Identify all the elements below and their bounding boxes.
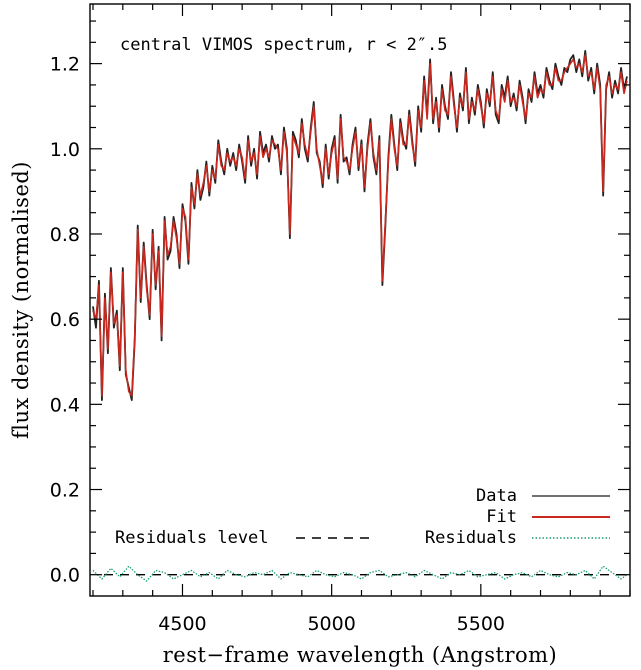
residuals-level-label: Residuals level: [115, 528, 269, 548]
series-line-fit: [92, 54, 628, 397]
x-tick-label: 5000: [307, 613, 355, 635]
y-tick-label: 1.2: [50, 54, 80, 76]
y-tick-label: 0.8: [50, 224, 80, 246]
x-tick-label: 4500: [158, 613, 206, 635]
y-tick-label: 0.6: [50, 309, 80, 331]
legend-label-residuals: Residuals: [425, 528, 517, 548]
y-tick-label: 0.0: [50, 565, 80, 587]
legend-label-data: Data: [476, 486, 517, 506]
legend-label-fit: Fit: [486, 507, 517, 527]
x-axis-title: rest−frame wavelength (Angstrom): [163, 643, 558, 667]
plot-frame: [89, 3, 631, 597]
legend: Data Fit Residuals Residuals level: [115, 486, 610, 548]
y-tick-label: 0.2: [50, 480, 80, 502]
y-tick-label: 0.4: [50, 394, 80, 416]
chart-title: central VIMOS spectrum, r < 2″.5: [120, 35, 448, 55]
plot-layer: [92, 49, 628, 582]
axis-layer: 4500 5000 5500 0.0 0.2 0.4 0.6 0.8 1.0 1.2: [50, 4, 631, 635]
x-tick-label: 5500: [457, 613, 505, 635]
y-tick-label: 1.0: [50, 139, 80, 161]
y-axis-title: flux density (normalised): [9, 161, 33, 439]
